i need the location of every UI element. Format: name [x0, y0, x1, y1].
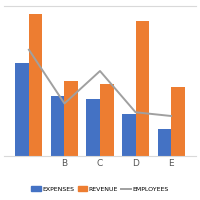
Bar	[64, 81, 78, 156]
Legend: EXPENSES, REVENUE, EMPLOYEES: EXPENSES, REVENUE, EMPLOYEES	[31, 186, 169, 192]
Bar	[15, 63, 29, 156]
Bar	[51, 96, 64, 156]
Bar	[122, 114, 136, 156]
Bar	[29, 14, 42, 156]
Bar	[100, 84, 114, 156]
Bar	[171, 87, 185, 156]
Bar	[158, 129, 171, 156]
Bar	[136, 21, 149, 156]
Bar	[86, 99, 100, 156]
